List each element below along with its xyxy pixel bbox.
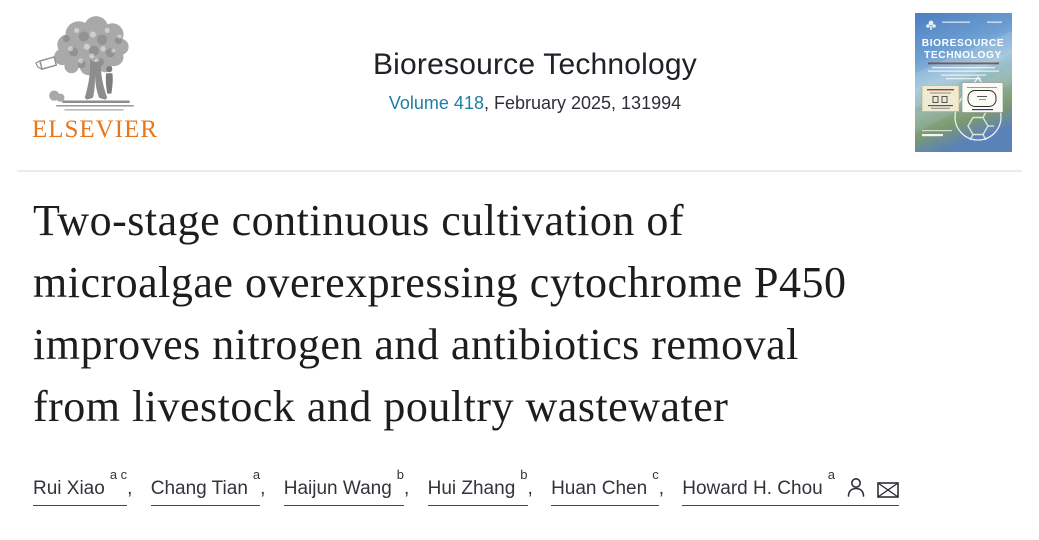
journal-cover-thumbnail[interactable]: BIORESOURCE TECHNOLOGY: [915, 13, 1012, 152]
cover-journal-name-line2: TECHNOLOGY: [924, 50, 1002, 61]
cover-left-inset-figure: [921, 85, 960, 112]
article-header: Two-stage continuous cultivation of micr…: [33, 190, 1019, 506]
author-separator: ,: [527, 478, 533, 499]
volume-issue-line: Volume 418, February 2025, 131994: [280, 93, 790, 114]
author-name: Chang Tian: [150, 478, 248, 499]
author-name: Rui Xiao: [33, 478, 105, 499]
page-header: ELSEVIER Bioresource Technology Volume 4…: [0, 0, 1039, 172]
elsevier-wordmark: ELSEVIER: [31, 116, 159, 143]
author-name: Haijun Wang: [283, 478, 392, 499]
article-title-line: microalgae overexpressing cytochrome P45…: [33, 258, 847, 307]
author-link-chang-tian[interactable]: Chang Tiana: [150, 468, 261, 506]
corresponding-author-icons: [835, 478, 899, 499]
author-link-haijun-wang[interactable]: Haijun Wangb: [283, 468, 405, 506]
article-title-line: from livestock and poultry wastewater: [33, 382, 729, 431]
author-affiliation-sup: c: [652, 466, 659, 482]
header-divider: [17, 170, 1022, 172]
cover-right-inset-figure: [961, 82, 1004, 113]
article-title-line: improves nitrogen and antibiotics remova…: [33, 320, 799, 369]
issue-info: , February 2025, 131994: [483, 93, 682, 113]
author-link-howard-h-chou[interactable]: Howard H. Choua: [682, 468, 899, 506]
person-icon: [847, 478, 865, 497]
elsevier-tree-icon: [30, 8, 160, 114]
envelope-icon: [877, 482, 899, 498]
author: Hui Zhangb,: [427, 468, 533, 506]
author-name: Huan Chen: [551, 478, 648, 499]
author-separator: ,: [404, 478, 410, 499]
author: Howard H. Choua: [682, 468, 899, 506]
author-affiliation-sup: a: [252, 466, 261, 482]
author: Chang Tiana,: [150, 468, 266, 506]
cover-sciencedirect-mark: [922, 130, 952, 137]
journal-title-link[interactable]: Bioresource Technology: [372, 48, 698, 81]
author-name: Hui Zhang: [427, 478, 516, 499]
author-link-huan-chen[interactable]: Huan Chenc: [551, 468, 659, 506]
author-name: Howard H. Chou: [682, 478, 823, 499]
article-title-line: Two-stage continuous cultivation of: [33, 196, 685, 245]
author-separator: ,: [260, 478, 266, 499]
authors-line: Rui Xiaoa c, Chang Tiana, Haijun Wangb, …: [33, 468, 1019, 506]
author-affiliation-sup: a c: [109, 466, 128, 482]
author-link-rui-xiao[interactable]: Rui Xiaoa c: [33, 468, 128, 506]
author: Huan Chenc,: [551, 468, 664, 506]
elsevier-logo: ELSEVIER: [30, 8, 160, 144]
author-separator: ,: [127, 478, 133, 499]
article-title: Two-stage continuous cultivation of micr…: [33, 190, 1019, 438]
journal-header: Bioresource Technology Volume 418, Febru…: [280, 48, 790, 114]
author-affiliation-sup: b: [520, 466, 528, 482]
author-link-hui-zhang[interactable]: Hui Zhangb: [427, 468, 528, 506]
cover-journal-name-line1: BIORESOURCE: [922, 38, 1004, 49]
author-affiliation-sup: b: [396, 466, 405, 482]
author-affiliation-sup: a: [827, 466, 835, 482]
author: Haijun Wangb,: [283, 468, 410, 506]
author: Rui Xiaoa c,: [33, 468, 133, 506]
cover-elsevier-mini-tree-icon: [926, 20, 936, 30]
author-separator: ,: [658, 478, 664, 499]
cover-hexagon-shape: [967, 111, 994, 141]
volume-link[interactable]: Volume 418: [388, 93, 484, 113]
